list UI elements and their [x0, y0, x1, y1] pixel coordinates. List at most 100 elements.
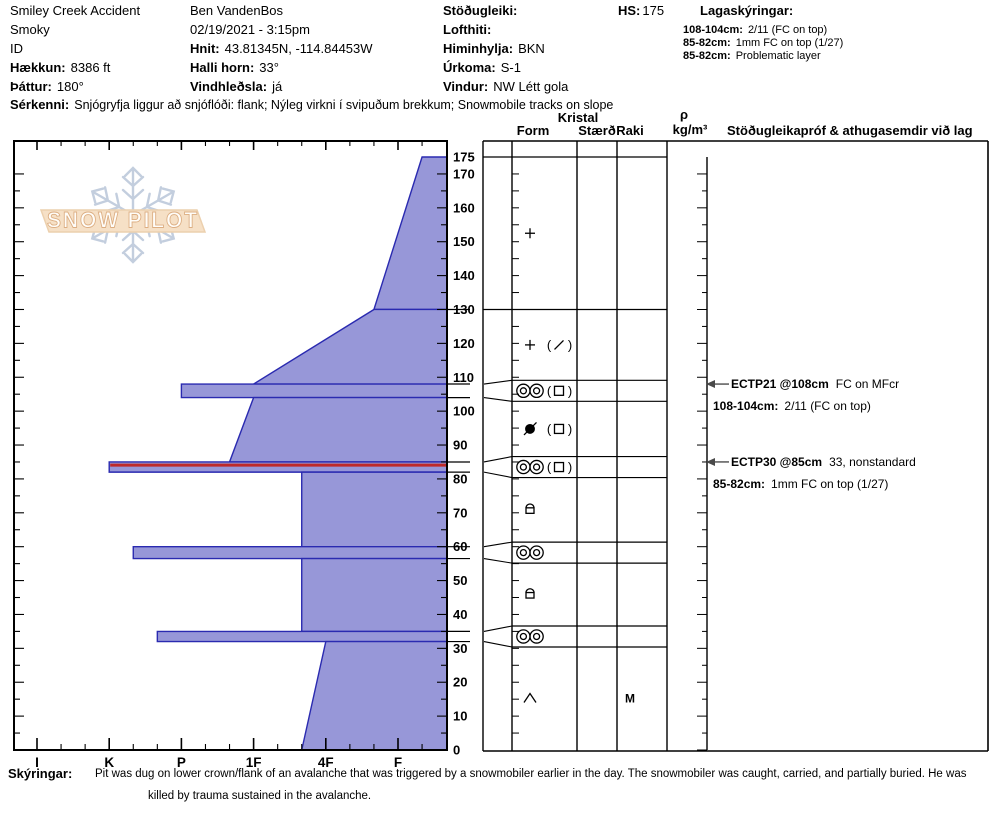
grain-symbol-MFcr: [516, 459, 544, 475]
layer-85-82cm: [108, 461, 448, 473]
coordinates: Hnit: 43.81345N, -114.84453W: [190, 41, 373, 57]
hardness-label: P: [177, 755, 186, 770]
depth-label: 50: [453, 573, 467, 588]
row-leader-line: [483, 625, 513, 632]
depth-label: 160: [453, 200, 475, 215]
column-header-density-units: kg/m³: [672, 122, 708, 137]
layer-boundary-ticks: [447, 308, 470, 643]
range: Smoky: [10, 22, 50, 37]
grain-symbol-DH: [523, 692, 537, 703]
depth-label: 60: [453, 539, 467, 554]
row-leader-line: [483, 397, 513, 402]
wind-loading-label: Vindhleðsla:: [190, 79, 268, 94]
column-header-form: Form: [516, 123, 550, 138]
column-header-density: ρ: [679, 107, 689, 122]
precipitation: Úrkoma: S-1: [443, 60, 521, 76]
slope-angle-label: Halli horn:: [190, 60, 255, 75]
sky-cover-value: BKN: [518, 41, 545, 56]
depth-label: 170: [453, 166, 475, 181]
hardness-labels: I K P 1F 4F F: [35, 755, 402, 770]
wind-value: NW Létt gola: [493, 79, 569, 94]
grain-symbol-PP: [525, 228, 535, 239]
secondary-grain-paren: (: [547, 383, 552, 398]
snow-height-value: 175: [642, 3, 665, 18]
wind-label: Vindur:: [443, 79, 489, 94]
site-features-label: Sérkenni:: [10, 97, 70, 112]
stability-test-annotations: ECTP21 @108cm FC on MFcr 108-104cm: 2/11 (F…: [706, 377, 916, 491]
depth-label: 140: [453, 268, 475, 283]
layer-note-text: Problematic layer: [735, 50, 821, 62]
layer-note: 85-82cm: Problematic layer: [683, 50, 821, 63]
layer-polygons: [108, 156, 448, 751]
depth-label: 80: [453, 471, 467, 486]
wind: Vindur: NW Létt gola: [443, 79, 568, 95]
row-leader-line: [483, 641, 513, 648]
hardness-label: I: [35, 755, 39, 770]
grain-symbol-FCxr: [525, 588, 535, 599]
layer-note-label: 108-104cm:: [683, 24, 743, 36]
grain-symbol-MFcr: [516, 629, 544, 644]
table-grid: [482, 140, 989, 752]
logo-text: SNOW PILOT: [47, 208, 199, 233]
wind-loading-value: já: [272, 79, 283, 94]
layer-60-56.5cm: [132, 545, 448, 560]
depth-label: 0: [453, 743, 460, 758]
row-leader-line: [483, 379, 513, 385]
layer-108-104cm: [180, 383, 448, 399]
layer-note-text: 1mm FC on top (1/27): [735, 37, 844, 49]
stability-label: Stöðugleiki:: [443, 3, 518, 18]
secondary-grain-paren: ): [568, 460, 572, 475]
column-header-stability-tests: Stöðugleikapróf & athugasemdir við lag: [727, 123, 973, 138]
layer-35-32cm: [156, 630, 448, 643]
wetness-value: M: [625, 691, 635, 705]
hardness-label: K: [104, 755, 114, 770]
notes-label: Skýringar:: [8, 766, 73, 781]
test-result: ECTP21 @108cm FC on MFcr: [731, 377, 899, 391]
grain-symbol-PP: [525, 339, 535, 350]
grain-form-column: () () () () M: [516, 228, 635, 705]
pit-name: Smiley Creek Accident: [10, 3, 141, 18]
depth-label: 120: [453, 336, 475, 351]
grain-symbol-FCxr: [525, 503, 535, 514]
row-leader-line: [483, 471, 513, 479]
depth-label: 20: [453, 675, 467, 690]
grain-symbol-FC: [553, 385, 565, 396]
row-leader-line: [483, 456, 513, 463]
layer-note-label: 85-82cm:: [683, 50, 731, 62]
secondary-grain-paren: (: [547, 421, 552, 436]
aspect-label: Þáttur:: [10, 79, 52, 94]
hardness-label: 4F: [318, 755, 334, 770]
slope-angle-value: 33°: [259, 60, 279, 75]
layer-notes-heading: Lagaskýringar:: [700, 3, 794, 18]
state: ID: [10, 41, 23, 56]
sky-cover: Himinhylja: BKN: [443, 41, 545, 57]
stability: Stöðugleiki:: [443, 3, 522, 19]
observer: Ben VandenBos: [190, 3, 283, 18]
layer-175-130cm: [372, 156, 448, 311]
grain-symbol-FC: [553, 461, 565, 473]
datetime: 02/19/2021 - 3:15pm: [190, 22, 310, 37]
logo-banner: [39, 209, 207, 233]
depth-label: 130: [453, 302, 475, 317]
coordinates-label: Hnit:: [190, 41, 220, 56]
grain-symbol-MFcr: [516, 545, 544, 560]
depth-ticks: [14, 173, 447, 734]
secondary-grain-paren: ): [568, 337, 572, 352]
depth-label: 40: [453, 607, 467, 622]
hardness-ticks: [36, 141, 423, 750]
layer-82-60cm: [301, 471, 448, 548]
row-lines: [483, 308, 667, 648]
depth-label: 10: [453, 709, 467, 724]
grain-symbol-MFcr: [516, 383, 544, 399]
layer-32-0cm: [300, 640, 448, 751]
layer-104-85cm: [228, 396, 448, 463]
depth-label: 100: [453, 404, 475, 419]
notes-line1: Pit was dug on lower crown/flank of an a…: [95, 768, 967, 780]
row-leader-line: [483, 558, 513, 564]
elevation-label: Hækkun:: [10, 60, 66, 75]
precipitation-label: Úrkoma:: [443, 60, 496, 75]
grain-symbol-RGxf: [523, 421, 537, 436]
layer-130-108cm: [251, 308, 448, 385]
